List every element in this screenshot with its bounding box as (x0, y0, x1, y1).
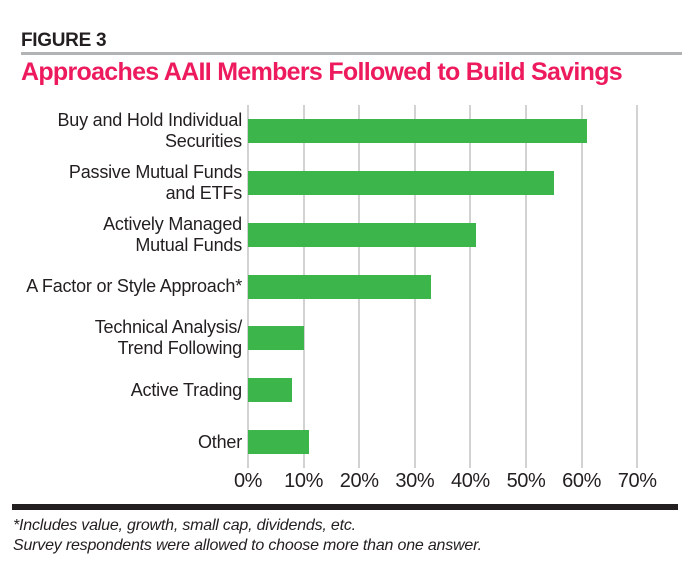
chart-title: Approaches AAII Members Followed to Buil… (21, 58, 623, 86)
category-label-line: Securities (164, 130, 242, 151)
bar (248, 170, 554, 195)
gridline-70pct (636, 105, 639, 468)
bar (248, 118, 588, 143)
plot-area (247, 105, 665, 468)
footnote-asterisk: *Includes value, growth, small cap, divi… (13, 517, 356, 534)
category-label: Buy and Hold Individual Securities (57, 110, 242, 152)
gridline-40pct (469, 105, 472, 468)
x-tick-label: 30% (395, 470, 435, 492)
bar (248, 326, 304, 351)
category-label: Active Trading (131, 380, 242, 401)
category-label-line: Mutual Funds (135, 234, 242, 255)
bar (248, 430, 310, 455)
category-label: Other (198, 432, 242, 453)
category-label-line: Trend Following (117, 338, 243, 359)
category-label: Actively Managed Mutual Funds (103, 214, 242, 256)
x-tick-label: 10% (284, 470, 324, 492)
category-label-line: A Factor or Style Approach* (26, 276, 242, 296)
gridline-50pct (524, 105, 527, 468)
bar (248, 378, 293, 403)
footnote-survey-note: Survey respondents were allowed to choos… (13, 537, 482, 554)
category-label-line: Passive Mutual Funds (68, 161, 242, 182)
category-label: Technical Analysis/Trend Following (95, 317, 242, 359)
x-tick-label: 20% (339, 470, 379, 492)
footer-divider-rule (12, 504, 678, 510)
bar (248, 274, 432, 299)
x-tick-label: 40% (450, 470, 490, 492)
x-tick-label: 60% (562, 470, 602, 492)
category-label-line: Other (197, 431, 242, 452)
bar (248, 222, 476, 247)
header-divider-rule (21, 52, 682, 55)
category-label-line: and ETFs (165, 182, 243, 203)
category-label-line: Technical Analysis/ (94, 317, 242, 338)
x-tick-label: 0% (233, 470, 263, 492)
gridline-60pct (580, 105, 583, 468)
category-label-line: Buy and Hold Individual (57, 109, 242, 130)
x-tick-label: 50% (506, 470, 546, 492)
category-label-line: Active Trading (130, 379, 242, 400)
category-label: Passive Mutual Funds and ETFs (69, 162, 242, 204)
category-label-line: Actively Managed (103, 213, 242, 234)
category-label: A Factor or Style Approach* (26, 276, 242, 297)
x-tick-label: 70% (617, 470, 657, 492)
figure-label: FIGURE 3 (21, 30, 107, 51)
